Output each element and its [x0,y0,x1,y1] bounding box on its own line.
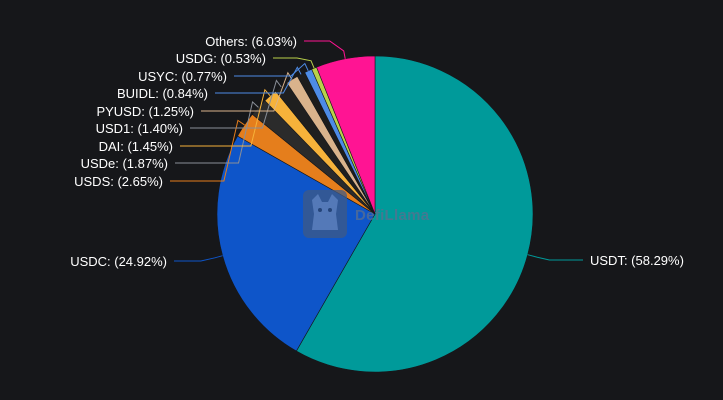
slice-label-usdg: USDG: (0.53%) [176,51,266,66]
leader-line-buidl [215,66,302,94]
leader-line-usdc [174,255,223,262]
slice-label-usyc: USYC: (0.77%) [138,69,227,84]
llama-logo-icon [303,190,347,238]
leader-lines [170,40,583,262]
leader-line-others [304,40,346,59]
slice-label-usdc: USDC: (24.92%) [70,254,167,269]
leader-line-usd1 [190,79,282,129]
slice-label-usds: USDS: (2.65%) [74,174,163,189]
leader-line-usds [170,119,245,182]
slice-label-usdt: USDT: (58.29%) [590,253,684,268]
leader-line-usdg [273,57,315,69]
slice-label-others: Others: (6.03%) [205,34,297,49]
slice-label-usde: USDe: (1.87%) [81,156,168,171]
watermark-text: DefiLlama [355,207,430,224]
slice-labels: USDT: (58.29%) USDC: (24.92%) USDS: (2.65%… [70,34,684,269]
leader-line-usyc [234,62,309,77]
slice-label-dai: DAI: (1.45%) [99,139,173,154]
slice-label-buidl: BUIDL: (0.84%) [117,86,208,101]
slice-label-pyusd: PYUSD: (1.25%) [96,104,194,119]
pie-slice-others[interactable] [316,55,376,215]
pie-slice-usdt[interactable] [295,55,534,373]
watermark: DefiLlama [303,190,430,238]
leader-line-usdt [527,254,583,261]
pie-slices [216,55,534,373]
leader-line-usde [175,100,259,164]
slice-label-usd1: USD1: (1.40%) [96,121,183,136]
